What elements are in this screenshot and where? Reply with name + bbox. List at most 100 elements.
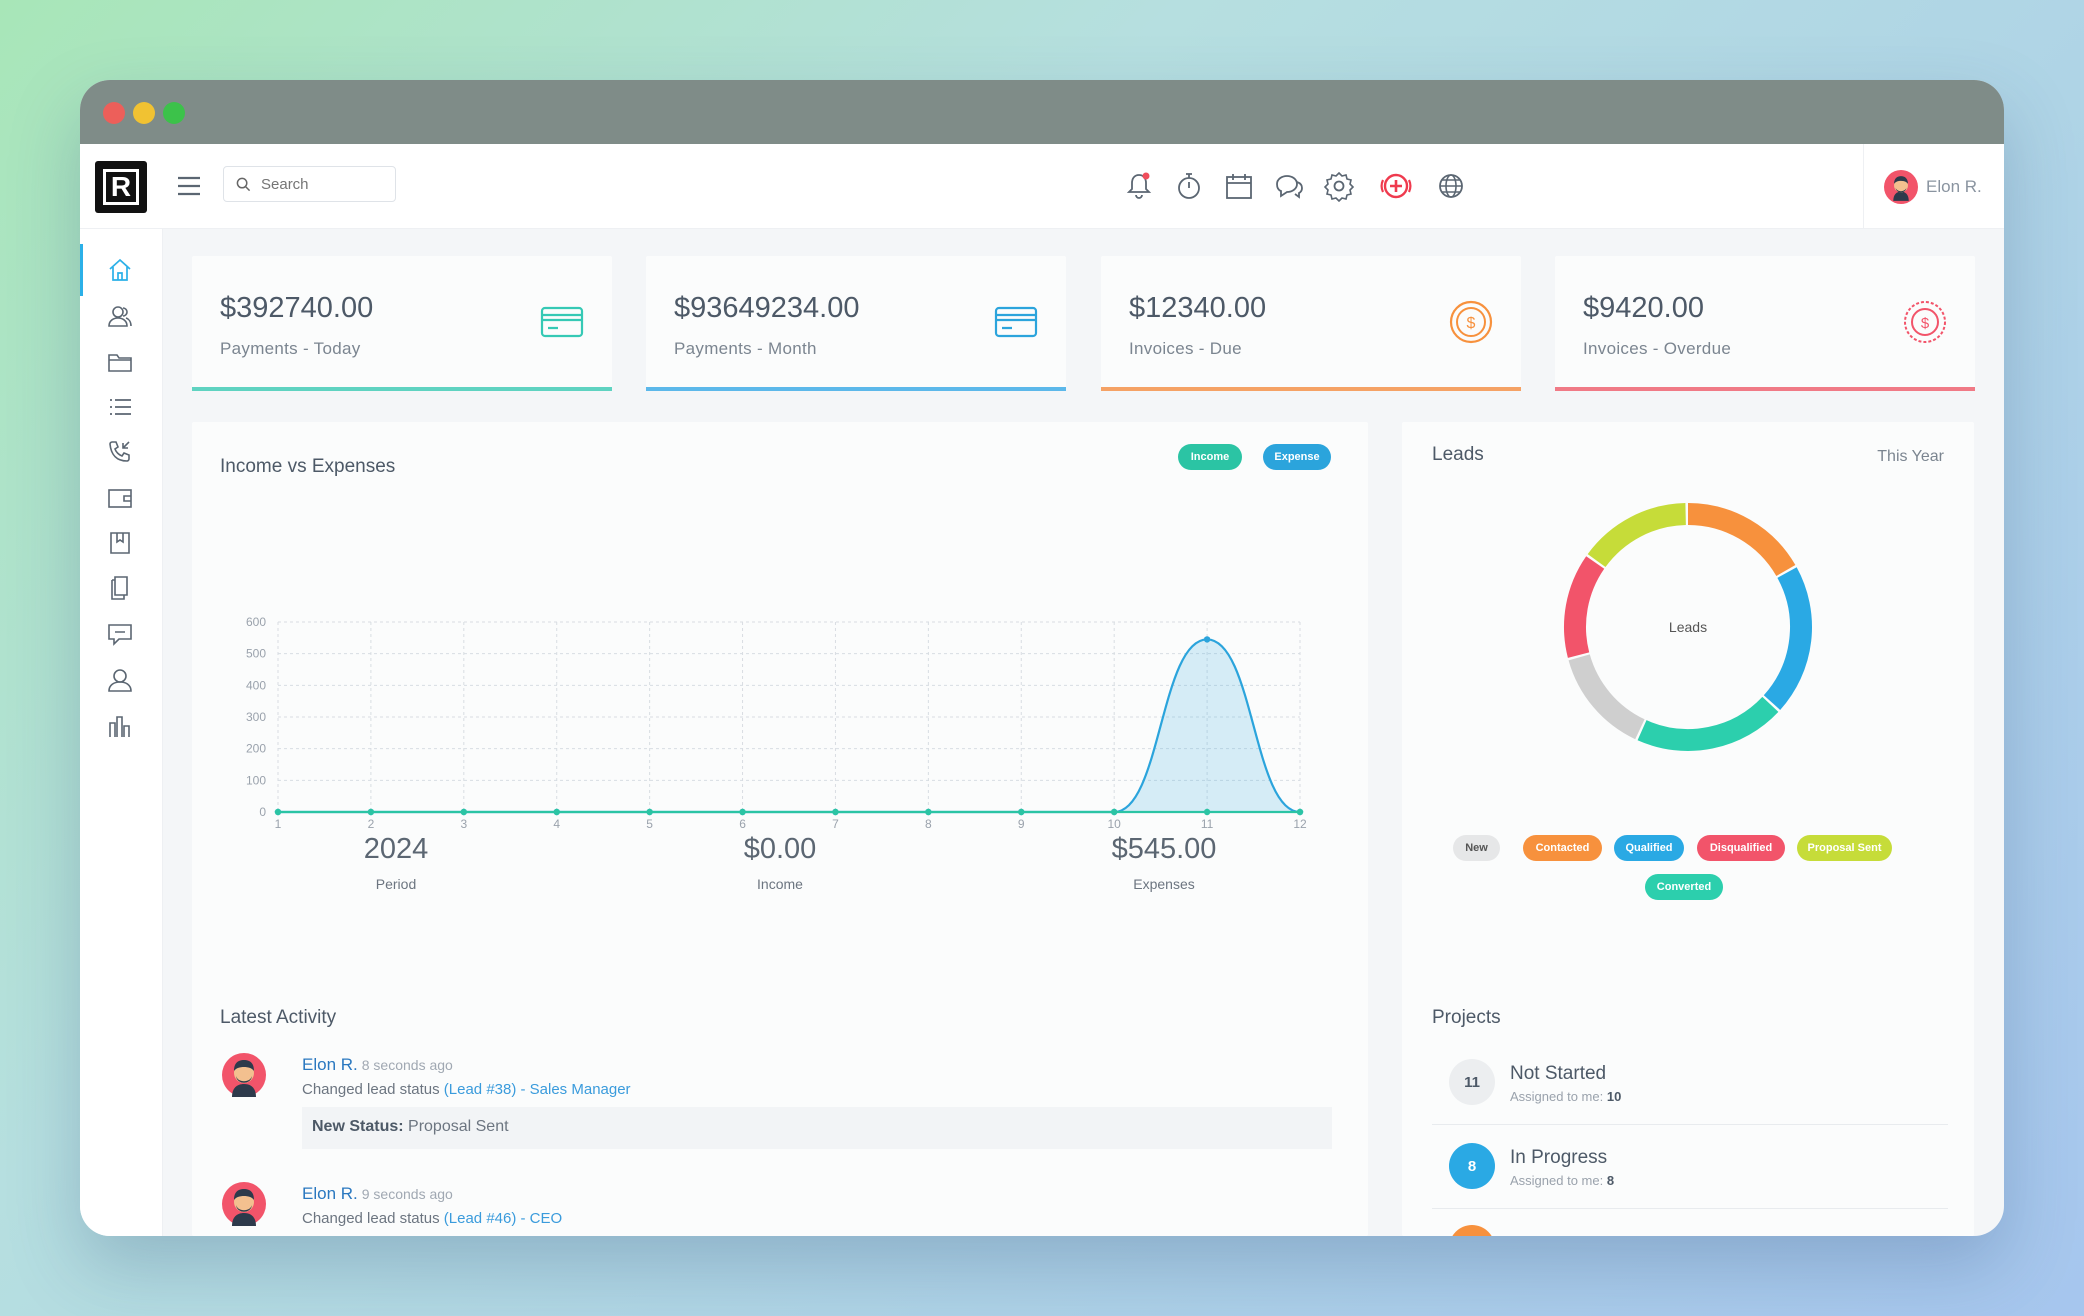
card-title: Projects <box>1432 1007 1501 1028</box>
quick-create-plus-icon[interactable] <box>1378 168 1414 204</box>
lead-link[interactable]: (Lead #38) - Sales Manager <box>443 1081 631 1098</box>
legend-proposal-sent[interactable]: Proposal Sent <box>1797 835 1892 861</box>
project-status-name: In Progress <box>1510 1147 1608 1168</box>
sidebar-item-team[interactable] <box>102 662 138 698</box>
book-icon <box>110 532 130 554</box>
y-tick-label: 100 <box>246 773 266 787</box>
project-count-badge-partial <box>1449 1225 1495 1236</box>
summary-expenses: $545.00 Expenses <box>1054 833 1274 892</box>
activity-user-link[interactable]: Elon R. <box>302 1184 358 1203</box>
card-title: Income vs Expenses <box>220 456 396 477</box>
donut-slice-disqualified <box>1564 556 1605 658</box>
sidebar-item-projects[interactable] <box>102 344 138 380</box>
x-tick-label: 3 <box>460 817 467 831</box>
assigned-count: 10 <box>1606 1089 1622 1104</box>
data-point-income <box>274 808 282 816</box>
chat-icon[interactable] <box>1273 170 1305 202</box>
activity-action: Changed lead status <box>302 1210 440 1227</box>
stat-card-payments-today[interactable]: $392740.00 Payments - Today <box>192 256 612 391</box>
expense-legend-toggle[interactable]: Expense <box>1263 444 1331 470</box>
svg-text:$: $ <box>1467 315 1476 332</box>
stat-card-invoices-overdue[interactable]: $9420.00 Invoices - Overdue $ <box>1555 256 1975 391</box>
documents-icon <box>111 576 128 600</box>
maximize-window-button[interactable] <box>163 102 185 124</box>
data-point-income <box>646 808 653 816</box>
home-icon <box>109 258 131 281</box>
folder-icon <box>108 354 132 372</box>
assigned-count: 8 <box>1606 1173 1615 1188</box>
dollar-circle-icon: $ <box>1449 300 1493 344</box>
legend-new[interactable]: New <box>1453 835 1500 861</box>
sidebar-item-calls[interactable] <box>102 434 138 470</box>
project-count-badge: 11 <box>1449 1059 1495 1105</box>
x-tick-label: 5 <box>646 817 653 831</box>
project-status-row[interactable]: 8 In Progress Assigned to me: 8 <box>1432 1125 1948 1209</box>
x-tick-label: 7 <box>832 817 839 831</box>
data-point-income <box>1296 808 1304 816</box>
sidebar-item-dashboard[interactable] <box>80 244 138 296</box>
activity-time: 8 seconds ago <box>361 1057 453 1073</box>
menu-toggle-icon[interactable] <box>176 174 202 198</box>
phone-incoming-icon <box>109 441 130 462</box>
series-area-expense <box>278 639 1300 812</box>
user-name: Elon R. <box>1926 176 1982 196</box>
sidebar-item-reports[interactable] <box>102 708 138 744</box>
period-selector[interactable]: This Year <box>1877 448 1944 465</box>
support-chat-icon <box>108 624 132 646</box>
sidebar-item-customers[interactable] <box>102 298 138 334</box>
summary-value: $545.00 <box>1111 833 1217 865</box>
stat-value: $12340.00 <box>1129 292 1267 324</box>
close-window-button[interactable] <box>103 102 125 124</box>
x-tick-label: 12 <box>1293 817 1307 831</box>
legend-converted[interactable]: Converted <box>1645 874 1723 900</box>
activity-user-link[interactable]: Elon R. <box>302 1055 358 1074</box>
legend-contacted[interactable]: Contacted <box>1523 835 1602 861</box>
user-menu[interactable]: Elon R. <box>1863 144 2004 229</box>
data-point-income <box>832 808 839 816</box>
legend-disqualified[interactable]: Disqualified <box>1697 835 1785 861</box>
stat-accent-bar <box>646 387 1066 391</box>
summary-label: Period <box>375 876 417 892</box>
calendar-icon[interactable] <box>1223 170 1255 202</box>
wallet-icon <box>108 489 132 508</box>
lead-link[interactable]: (Lead #46) - CEO <box>443 1210 563 1227</box>
latest-activity-card: Latest Activity Elon R. 8 seconds ago Cha… <box>192 987 1368 1236</box>
settings-gear-icon[interactable] <box>1323 170 1355 202</box>
notifications-bell-icon[interactable] <box>1123 170 1155 202</box>
summary-income: $0.00 Income <box>670 833 890 892</box>
sidebar-item-knowledge-base[interactable] <box>102 525 138 561</box>
search-box[interactable] <box>223 166 396 202</box>
donut-slice-proposal-sent <box>1587 503 1687 568</box>
activity-action: Changed lead status <box>302 1081 440 1098</box>
stat-label: Payments - Today <box>220 339 361 358</box>
summary-label: Expenses <box>1133 876 1195 892</box>
sidebar-item-payments[interactable] <box>102 480 138 516</box>
x-tick-label: 4 <box>553 817 560 831</box>
data-point-income <box>367 808 375 816</box>
legend-qualified[interactable]: Qualified <box>1614 835 1684 861</box>
search-input[interactable] <box>261 175 381 193</box>
leads-card: Leads This Year Leads New Contacted Qualif… <box>1402 422 1974 1032</box>
card-title: Leads <box>1432 444 1484 465</box>
minimize-window-button[interactable] <box>133 102 155 124</box>
stat-accent-bar <box>1555 387 1975 391</box>
language-globe-icon[interactable] <box>1435 170 1467 202</box>
sidebar-item-support[interactable] <box>102 616 138 652</box>
project-status-name: Not Started <box>1510 1063 1607 1084</box>
app-logo[interactable]: R <box>95 161 147 213</box>
income-legend-toggle[interactable]: Income <box>1178 444 1242 470</box>
user-avatar <box>222 1182 266 1226</box>
sidebar-item-tasks[interactable] <box>102 389 138 425</box>
x-tick-label: 11 <box>1201 817 1214 831</box>
summary-value: $0.00 <box>743 833 817 865</box>
x-tick-label: 6 <box>739 817 746 831</box>
stat-value: $9420.00 <box>1583 292 1704 324</box>
timer-icon[interactable] <box>1173 170 1205 202</box>
donut-slice-new <box>1568 654 1645 740</box>
stat-card-payments-month[interactable]: $93649234.00 Payments - Month <box>646 256 1066 391</box>
project-status-row[interactable]: 11 Not Started Assigned to me: 10 <box>1432 1041 1948 1125</box>
stat-card-invoices-due[interactable]: $12340.00 Invoices - Due $ <box>1101 256 1521 391</box>
stat-accent-bar <box>1101 387 1521 391</box>
y-tick-label: 600 <box>246 615 266 629</box>
sidebar-item-documents[interactable] <box>102 570 138 606</box>
